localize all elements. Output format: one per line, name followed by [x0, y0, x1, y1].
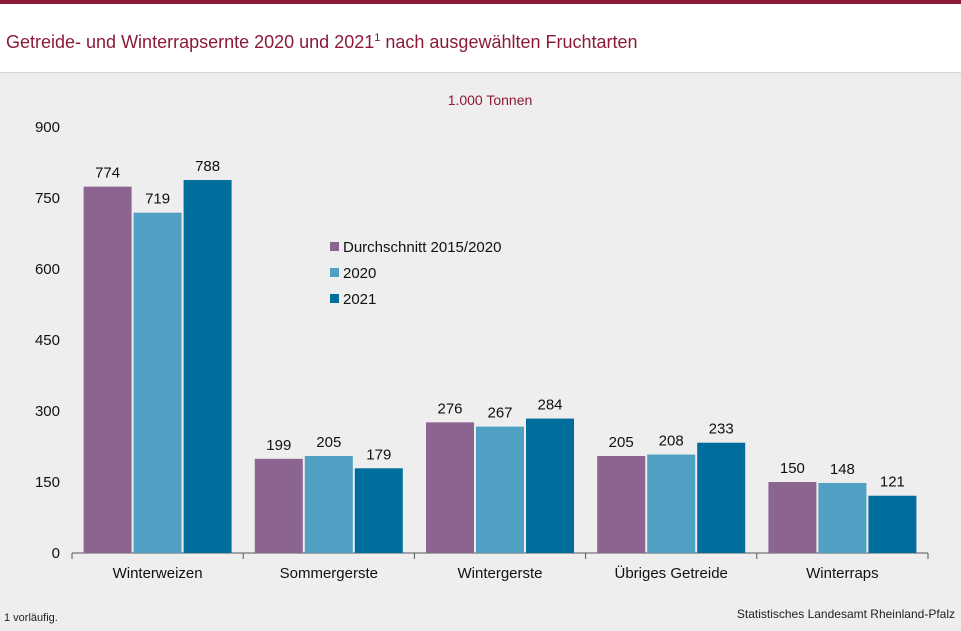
data-label: 148 [830, 461, 855, 478]
title-footnote-marker: 1 [374, 32, 381, 44]
legend-swatch [330, 242, 339, 251]
bar [83, 186, 132, 553]
bar [354, 468, 403, 553]
top-accent-bar [0, 0, 961, 4]
data-label: 267 [487, 405, 512, 422]
data-label: 205 [609, 434, 634, 451]
legend-label: 2021 [343, 291, 376, 308]
x-tick-label: Winterweizen [113, 565, 203, 582]
y-tick-label: 150 [35, 474, 60, 491]
x-tick-label: Wintergerste [457, 565, 542, 582]
bar [254, 458, 303, 553]
legend-label: Durchschnitt 2015/2020 [343, 239, 501, 256]
x-tick-label: Sommergerste [280, 565, 378, 582]
legend-swatch [330, 294, 339, 303]
data-label: 179 [366, 446, 391, 463]
y-tick-label: 750 [35, 190, 60, 207]
bar [818, 482, 867, 553]
y-tick-label: 900 [35, 119, 60, 136]
header: Getreide- und Winterrapsernte 2020 und 2… [0, 4, 961, 73]
data-label: 719 [145, 191, 170, 208]
legend-swatch [330, 268, 339, 277]
source-note: Statistisches Landesamt Rheinland-Pfalz [736, 607, 955, 621]
x-tick-label: Übriges Getreide [615, 564, 728, 582]
bar-chart: 1.000 Tonnen 0 150 300 450 600 750 900 774 719 788… [35, 92, 929, 582]
legend-label: 2020 [343, 265, 376, 282]
data-label: 276 [437, 400, 462, 417]
bar [768, 482, 817, 553]
chart-area: 1.000 Tonnen 0 150 300 450 600 750 900 774 719 788… [0, 85, 961, 631]
unit-label: 1.000 Tonnen [448, 92, 533, 108]
data-label: 150 [780, 460, 805, 477]
data-label: 233 [709, 421, 734, 438]
y-tick-label: 600 [35, 261, 60, 278]
y-tick-label: 300 [35, 403, 60, 420]
data-label: 788 [195, 158, 220, 175]
bar [597, 455, 646, 553]
bar [868, 495, 917, 553]
bar [183, 180, 232, 553]
chart-title: Getreide- und Winterrapsernte 2020 und 2… [6, 32, 638, 52]
data-label: 199 [266, 437, 291, 454]
bar [304, 455, 353, 553]
bar [526, 418, 574, 553]
data-label: 205 [316, 434, 341, 451]
bar [647, 454, 696, 553]
data-label: 208 [659, 433, 684, 450]
bar [426, 422, 474, 553]
data-label: 284 [537, 397, 562, 414]
footnote: 1 vorläufig. [4, 612, 58, 624]
x-tick-label: Winterraps [806, 565, 879, 582]
data-label: 774 [95, 165, 120, 182]
bar [697, 442, 746, 553]
y-tick-label: 0 [52, 545, 60, 562]
bar [133, 212, 182, 553]
data-label: 121 [880, 474, 905, 491]
bar [476, 426, 524, 553]
y-tick-label: 450 [35, 332, 60, 349]
